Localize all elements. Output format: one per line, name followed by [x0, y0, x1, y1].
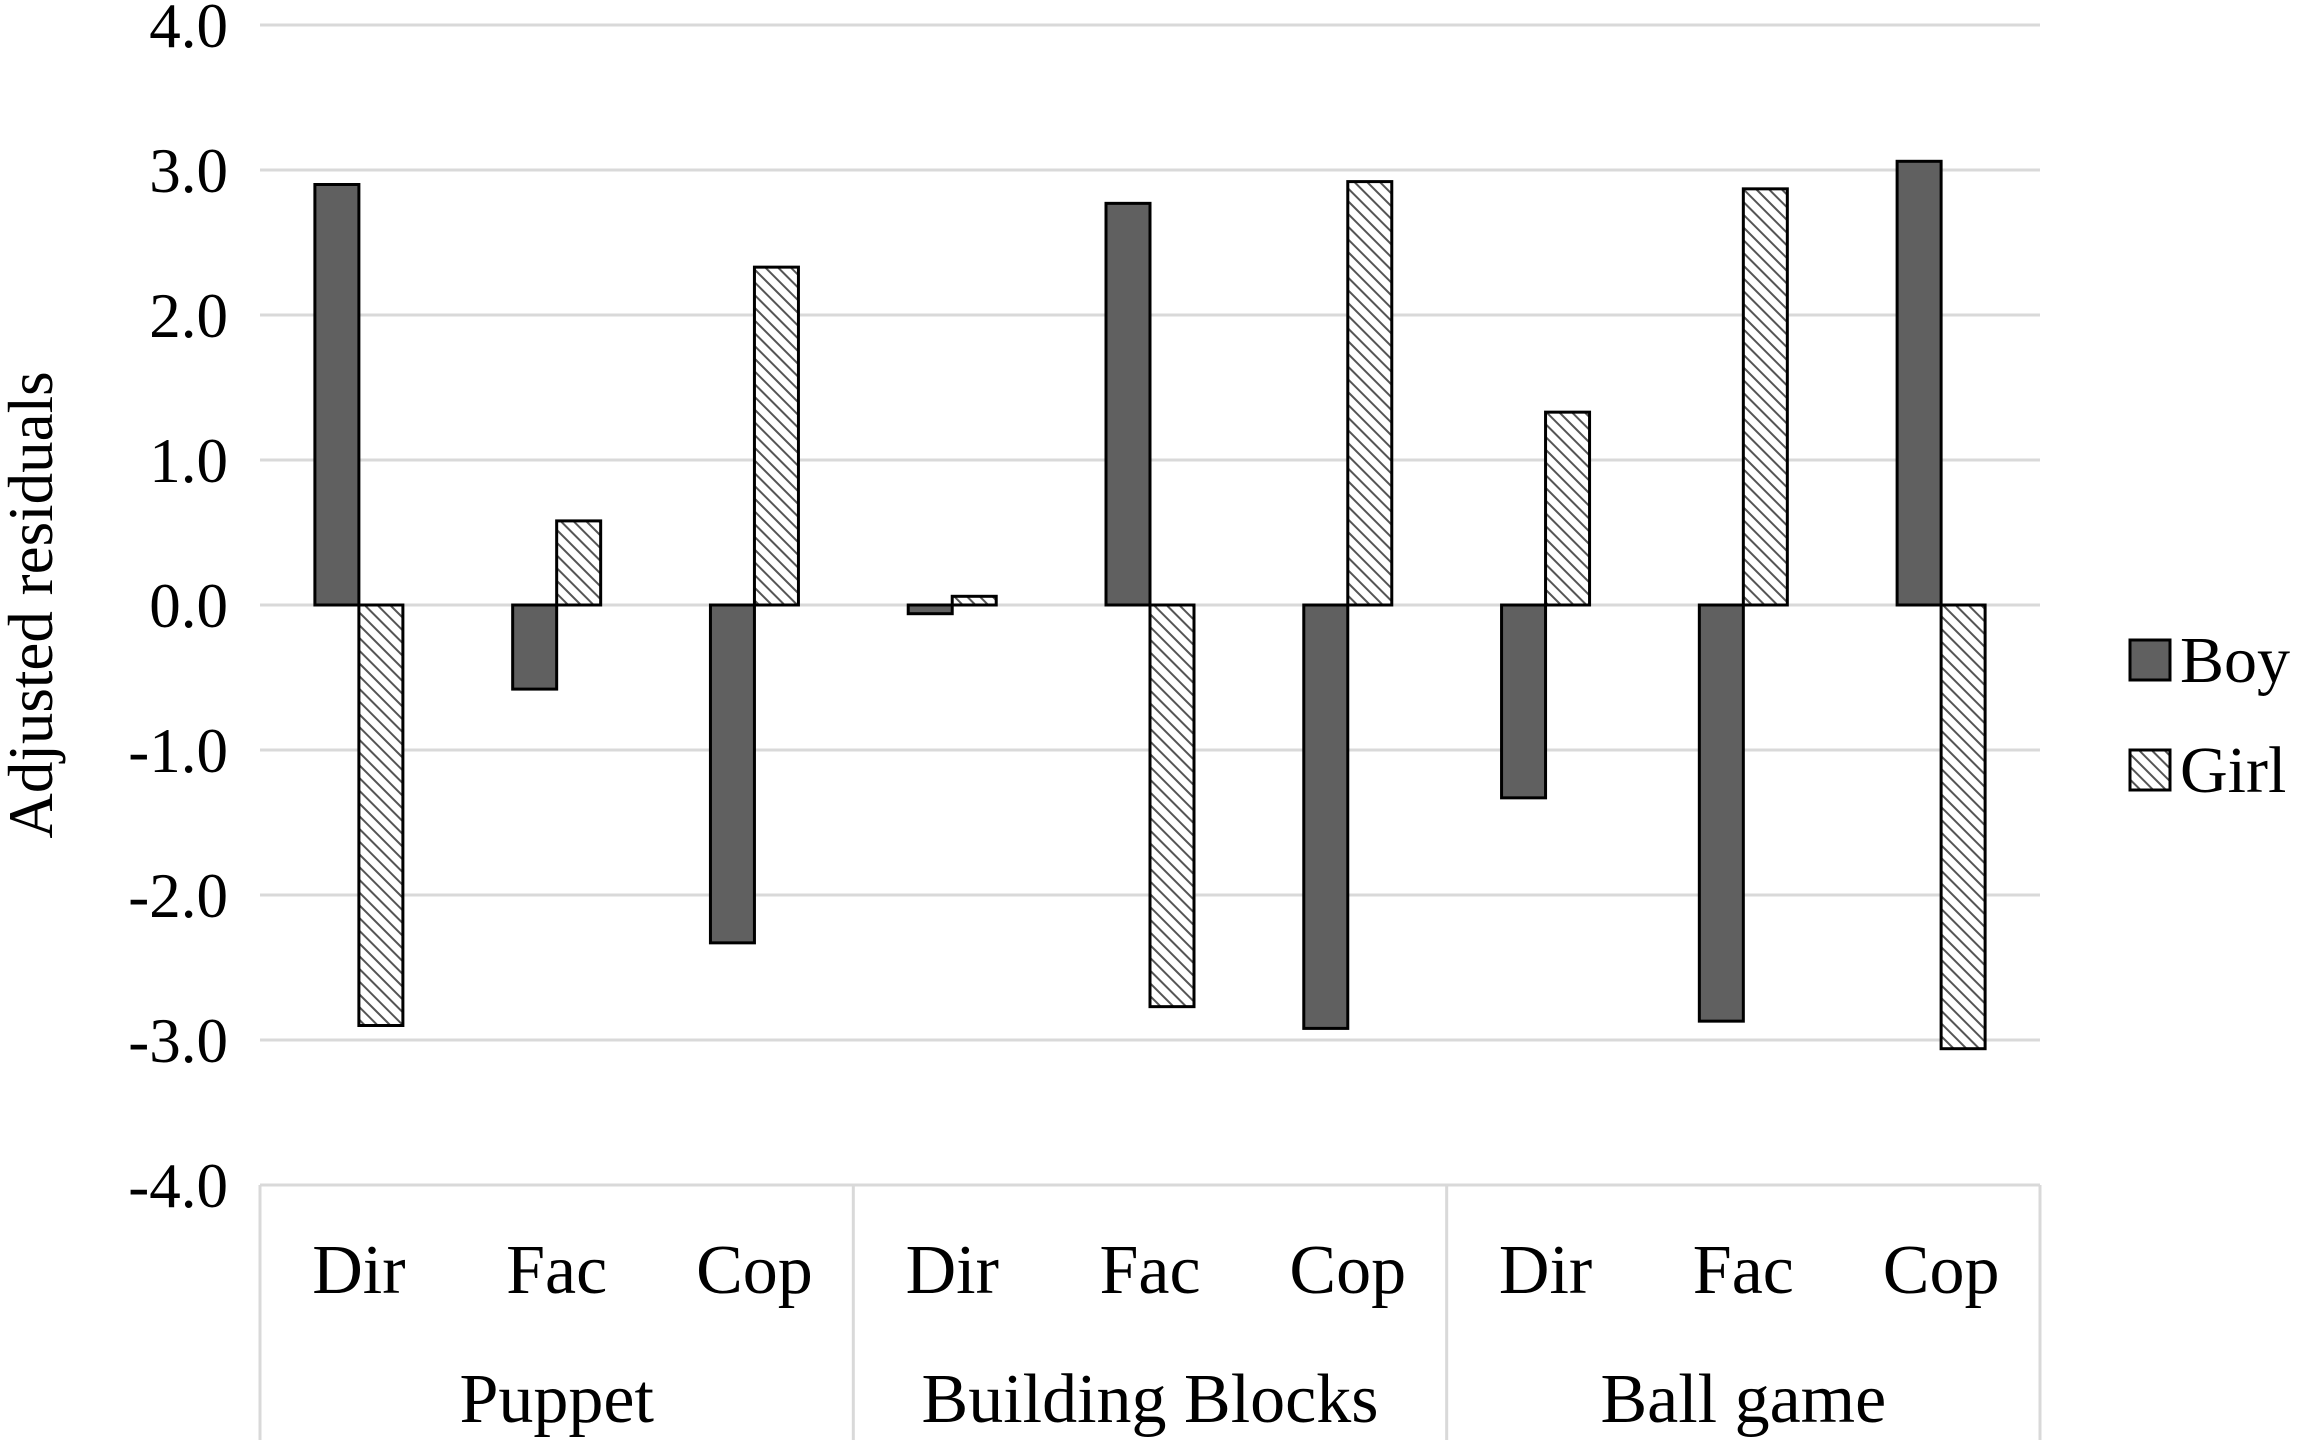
category-label: Cop — [696, 1232, 813, 1309]
bar-boy — [1302, 603, 1350, 1030]
y-tick-label: -3.0 — [128, 1006, 228, 1076]
bar-girl — [357, 603, 405, 1027]
legend-swatch-girl — [2128, 748, 2172, 792]
y-tick-label: -4.0 — [128, 1151, 228, 1221]
bar-girl — [950, 594, 998, 607]
bar-girl — [1741, 187, 1789, 607]
category-label: Fac — [1099, 1232, 1200, 1309]
bar-girl — [1939, 603, 1987, 1051]
category-label: Dir — [906, 1232, 999, 1309]
legend-swatch-boy — [2128, 638, 2172, 682]
category-label: Dir — [1499, 1232, 1592, 1309]
category-label: Dir — [312, 1232, 405, 1309]
legend-label-boy: Boy — [2180, 624, 2290, 697]
y-axis-title: Adjusted residuals — [0, 371, 66, 838]
bar-girl — [752, 265, 800, 607]
y-tick-label: 1.0 — [149, 426, 228, 496]
y-tick-label: 3.0 — [149, 136, 228, 206]
bar-girl — [1346, 180, 1394, 607]
bar-boy — [1697, 603, 1745, 1023]
bar-girl — [1148, 603, 1196, 1009]
category-label: Fac — [1693, 1232, 1794, 1309]
category-label: Fac — [506, 1232, 607, 1309]
group-label: Building Blocks — [922, 1361, 1379, 1438]
y-tick-label: -1.0 — [128, 716, 228, 786]
y-tick-label: -2.0 — [128, 861, 228, 931]
bar-boy — [313, 183, 361, 607]
bar-boy — [1895, 159, 1943, 607]
group-label: Puppet — [459, 1361, 654, 1438]
category-label: Cop — [1289, 1232, 1406, 1309]
y-tick-label: 0.0 — [149, 571, 228, 641]
bar-boy — [708, 603, 756, 945]
bar-girl — [555, 519, 603, 607]
legend: Boy Girl — [2128, 624, 2290, 807]
legend-label-girl: Girl — [2180, 734, 2286, 807]
bar-boy — [906, 603, 954, 616]
bar-boy — [1500, 603, 1548, 800]
y-tick-label: 4.0 — [149, 0, 228, 61]
bar-boy — [1104, 201, 1152, 607]
category-label: Cop — [1883, 1232, 2000, 1309]
axis-labels: 4.0 3.0 2.0 1.0 0.0 -1.0 -2.0 -3.0 -4.0 Dir Fac Cop… — [0, 0, 1999, 1438]
y-tick-label: 2.0 — [149, 281, 228, 351]
bars — [313, 159, 1987, 1051]
bar-girl — [1544, 410, 1592, 607]
group-label: Ball game — [1600, 1361, 1886, 1438]
bar-boy — [511, 603, 559, 691]
